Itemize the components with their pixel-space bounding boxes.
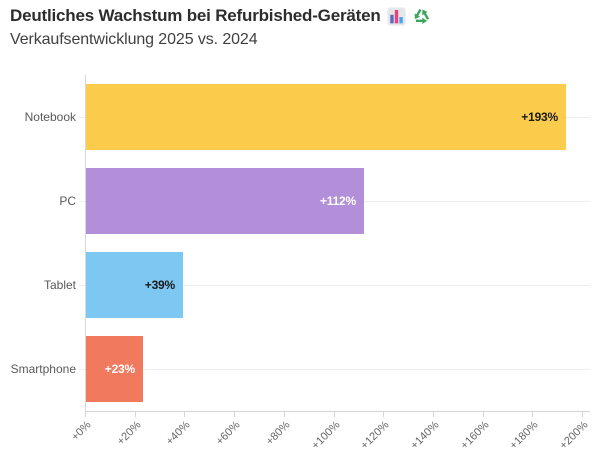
x-tick-mark [532, 412, 533, 417]
x-tick-mark [582, 412, 583, 417]
x-tick-mark [383, 412, 384, 417]
category-label-notebook: Notebook [24, 110, 76, 124]
x-axis-line [85, 411, 590, 412]
x-tick-label: +60% [213, 419, 243, 448]
x-tick-mark [234, 412, 235, 417]
value-label-pc: +112% [319, 194, 356, 208]
bar-chart-icon [386, 6, 406, 26]
recycling-icon [412, 7, 431, 26]
x-tick-mark [135, 412, 136, 417]
x-tick-mark [334, 412, 335, 417]
bar-pc: +112% [86, 168, 364, 234]
bar-notebook: +193% [86, 84, 566, 150]
value-label-tablet: +39% [144, 278, 175, 292]
y-axis-line [85, 75, 86, 411]
category-label-tablet: Tablet [43, 278, 76, 292]
chart-header: Deutliches Wachstum bei Refurbished-Gerä… [10, 6, 590, 49]
value-label-notebook: +193% [521, 110, 558, 124]
x-tick-label: +40% [163, 419, 193, 448]
category-label-pc: PC [59, 194, 76, 208]
x-tick-mark [85, 412, 86, 417]
x-tick-label: +100% [309, 419, 343, 452]
x-tick-mark [483, 412, 484, 417]
category-gridline [79, 369, 590, 370]
chart-subtitle: Verkaufsentwicklung 2025 vs. 2024 [10, 31, 258, 48]
x-tick-label: +20% [114, 419, 144, 448]
bar-tablet: +39% [86, 252, 183, 318]
x-tick-label: +80% [263, 419, 293, 448]
x-tick-label: +120% [358, 419, 392, 452]
chart-title: Deutliches Wachstum bei Refurbished-Gerä… [10, 6, 381, 25]
x-tick-label: +0% [69, 419, 94, 444]
x-tick-mark [184, 412, 185, 417]
x-tick-mark [284, 412, 285, 417]
bar-smartphone: +23% [86, 336, 143, 402]
x-tick-mark [433, 412, 434, 417]
category-label-smartphone: Smartphone [10, 362, 76, 376]
title-row: Deutliches Wachstum bei Refurbished-Gerä… [10, 6, 590, 26]
category-gridline [79, 285, 590, 286]
x-tick-label: +200% [557, 419, 591, 452]
x-tick-label: +180% [507, 419, 541, 452]
x-tick-label: +160% [458, 419, 492, 452]
x-tick-label: +140% [408, 419, 442, 452]
value-label-smartphone: +23% [104, 362, 135, 376]
